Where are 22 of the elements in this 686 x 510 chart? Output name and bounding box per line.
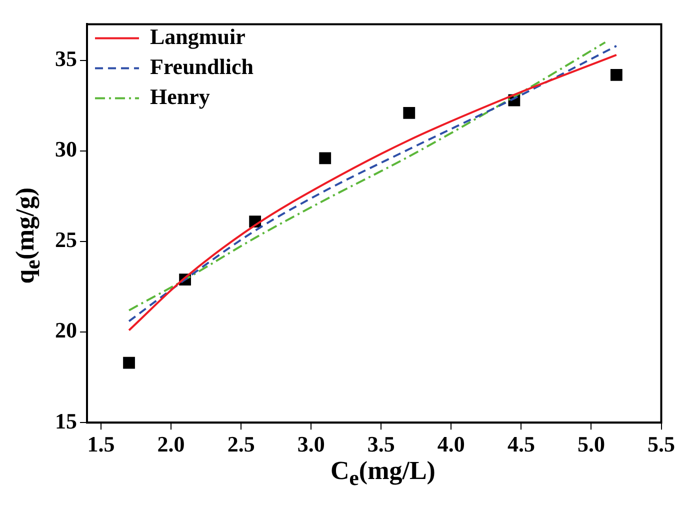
x-axis-title: C$_{e}$(mg/L) (330, 456, 436, 492)
x-tick-label: 2.5 (227, 431, 255, 456)
y-tick-label: 35 (55, 46, 77, 72)
y-tick-label: 25 (55, 227, 77, 252)
legend-label: Henry (150, 84, 210, 109)
y-tick-label: 20 (55, 318, 77, 343)
x-tick-label: 4.0 (437, 431, 465, 456)
x-tick-label: 5.0 (577, 431, 605, 456)
y-tick-label: 30 (55, 136, 77, 162)
point (403, 106, 416, 119)
legend-label: Langmuir (150, 24, 246, 49)
point (319, 152, 332, 164)
legend-label: Freundlich (150, 54, 254, 79)
x-tick-label: 2.0 (157, 431, 185, 456)
x-tick-label: 1.5 (87, 431, 115, 456)
y-tick-label: 15 (55, 408, 77, 434)
point (123, 356, 135, 369)
x-tick-label: 4.5 (507, 431, 535, 456)
x-tick-label: 5.5 (648, 431, 675, 456)
point (610, 68, 622, 81)
x-tick-label: 3.5 (367, 431, 395, 456)
x-tick-label: 3.0 (297, 431, 325, 456)
